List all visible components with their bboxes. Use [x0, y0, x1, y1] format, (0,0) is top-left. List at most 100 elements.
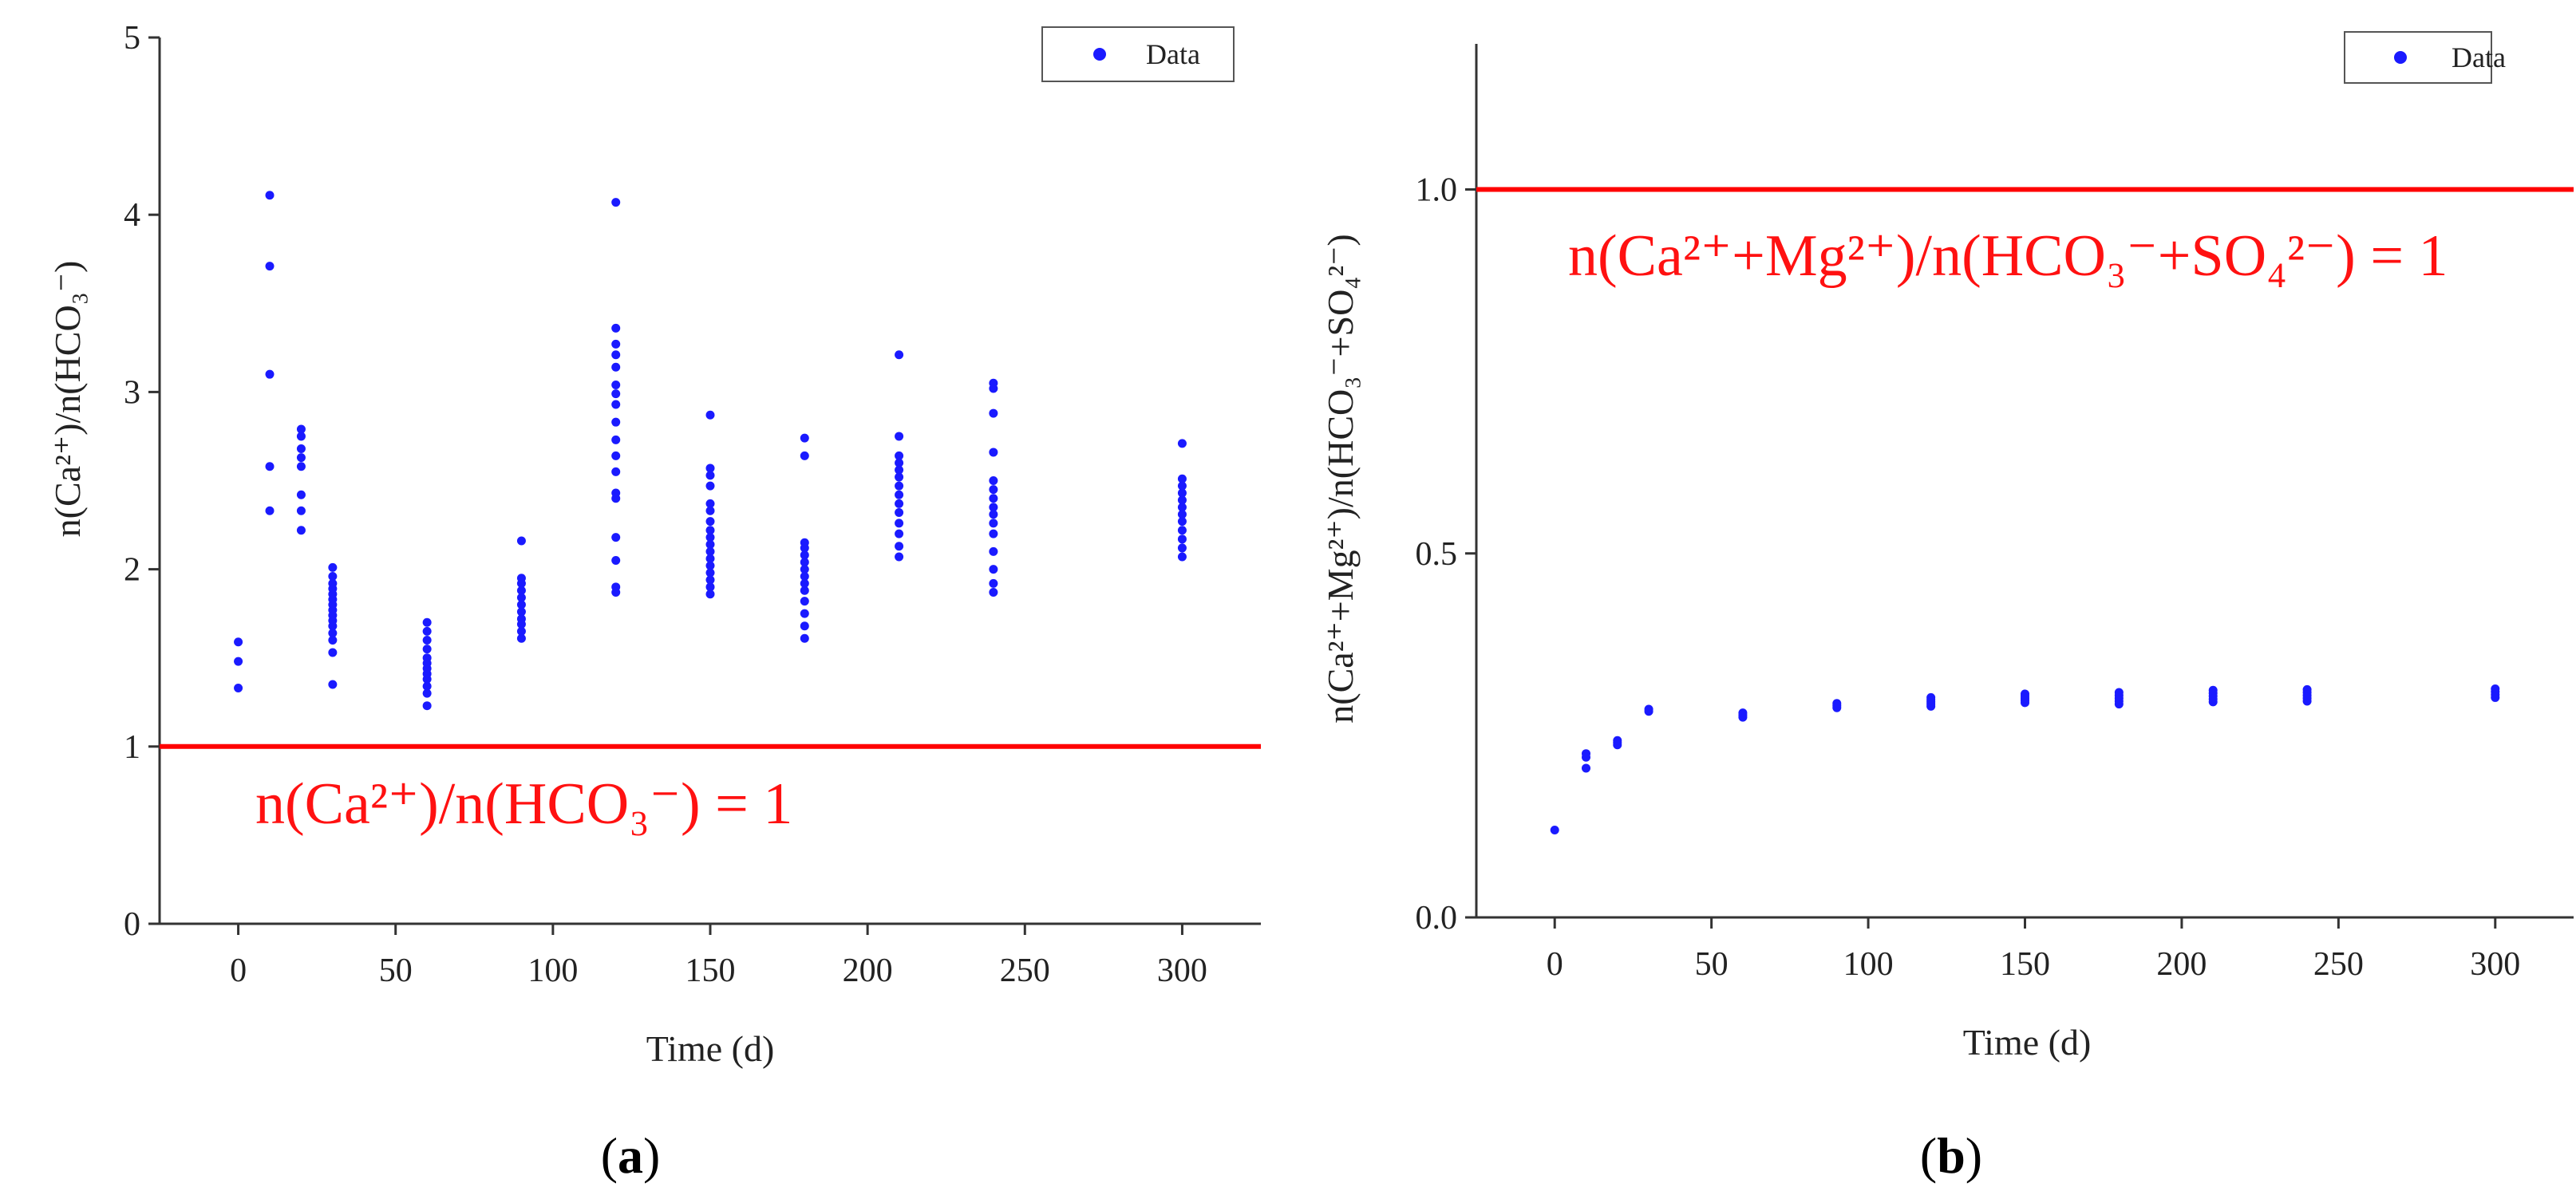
x-tick-label: 0: [230, 952, 247, 989]
data-point: [265, 369, 275, 379]
data-point: [1177, 517, 1187, 527]
data-point: [422, 681, 432, 691]
data-point: [800, 586, 809, 595]
data-point: [611, 339, 621, 349]
data-point: [611, 488, 621, 498]
data-point: [265, 506, 275, 515]
data-point: [800, 571, 809, 581]
data-point: [705, 582, 715, 592]
data-point: [1582, 749, 1590, 759]
x-axis-title: Time (d): [646, 1028, 775, 1069]
data-point: [422, 635, 432, 645]
data-point: [705, 463, 715, 473]
data-point: [611, 198, 621, 207]
data-point: [296, 490, 306, 499]
data-point: [989, 485, 998, 495]
data-point: [1177, 481, 1187, 491]
data-point: [800, 609, 809, 618]
data-point: [611, 417, 621, 427]
data-point: [2114, 688, 2124, 697]
data-point: [516, 633, 526, 643]
x-tick-label: 200: [2156, 946, 2207, 983]
data-point: [895, 507, 904, 517]
data-point: [989, 503, 998, 512]
data-point: [895, 499, 904, 508]
data-point: [611, 400, 621, 409]
data-point: [611, 467, 621, 476]
data-point: [800, 538, 809, 547]
panel-label-open: (: [601, 1127, 618, 1184]
x-tick-label: 50: [1695, 946, 1729, 983]
data-point: [1177, 552, 1187, 562]
x-tick-label: 300: [1157, 952, 1207, 989]
data-point: [705, 554, 715, 563]
data-point: [1177, 495, 1187, 505]
data-point: [328, 578, 338, 588]
data-point: [895, 552, 904, 562]
data-point: [611, 451, 621, 460]
data-point: [328, 635, 338, 645]
data-point: [422, 617, 432, 627]
x-tick-label: 250: [1000, 952, 1050, 989]
data-point: [705, 561, 715, 570]
data-point: [705, 517, 715, 527]
data-point: [895, 451, 904, 460]
data-point: [1177, 503, 1187, 512]
data-point: [296, 432, 306, 441]
data-point: [800, 433, 809, 443]
data-point: [328, 562, 338, 572]
data-point: [234, 637, 243, 647]
data-point: [989, 578, 998, 588]
data-point: [705, 410, 715, 420]
data-point: [895, 472, 904, 482]
data-point: [611, 435, 621, 444]
x-tick-label: 300: [2470, 946, 2520, 983]
data-point: [422, 688, 432, 698]
data-point: [989, 408, 998, 418]
data-point: [895, 529, 904, 538]
data-point: [705, 539, 715, 549]
data-point: [989, 494, 998, 503]
data-point: [611, 381, 621, 390]
data-point: [705, 526, 715, 535]
data-point: [705, 546, 715, 556]
x-tick-label: 0: [1547, 946, 1563, 983]
data-point: [516, 574, 526, 583]
data-point: [1613, 736, 1622, 745]
data-point: [296, 462, 306, 471]
data-point: [800, 578, 809, 588]
data-point: [1177, 488, 1187, 498]
panel-label-letter: b: [1937, 1127, 1966, 1184]
panel-label-close: ): [1966, 1127, 1982, 1184]
y-tick-label: 1.0: [1416, 172, 1458, 209]
data-point: [611, 582, 621, 592]
data-point: [516, 607, 526, 617]
y-tick-label: 0: [124, 906, 140, 943]
y-tick-label: 4: [124, 197, 140, 234]
data-point: [895, 465, 904, 475]
data-point: [234, 657, 243, 666]
y-tick-label: 5: [124, 20, 140, 57]
data-point: [800, 565, 809, 574]
data-point: [1177, 439, 1187, 448]
data-point: [265, 191, 275, 200]
data-point: [800, 621, 809, 631]
data-point: [328, 571, 338, 581]
y-axis-title: n(Ca²⁺)/n(HCO₃⁻): [47, 261, 88, 538]
panel-label-a: (a): [601, 1127, 661, 1184]
data-point: [800, 597, 809, 606]
data-point: [705, 590, 715, 599]
data-point: [989, 476, 998, 485]
data-point: [1738, 708, 1748, 718]
data-point: [1177, 543, 1187, 553]
y-tick-label: 1: [124, 729, 140, 766]
y-tick-label: 0.0: [1416, 900, 1458, 937]
panel-label-close: ): [643, 1127, 660, 1184]
ticks: 0 50 100 150 200 250 300 0 1 2 3 4 5: [124, 20, 1207, 989]
data-point: [296, 526, 306, 535]
data-point: [1177, 510, 1187, 519]
panel-label-b: (b): [1920, 1127, 1982, 1184]
data-point: [1926, 692, 1936, 702]
data-point: [989, 529, 998, 538]
data-point: [611, 323, 621, 333]
